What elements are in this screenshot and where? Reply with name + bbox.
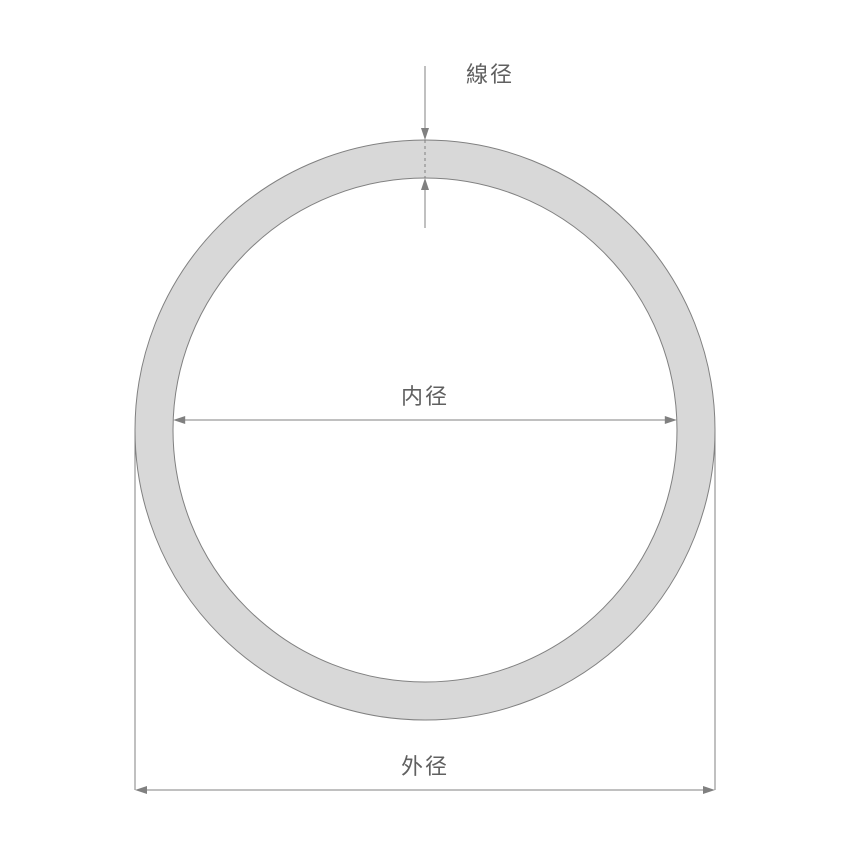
- wall-thickness-label: 線径: [466, 62, 514, 87]
- outer-diameter-label: 外径: [401, 754, 449, 779]
- ring-diagram: 内径外径 線径: [0, 0, 850, 850]
- inner-diameter-label: 内径: [401, 384, 449, 409]
